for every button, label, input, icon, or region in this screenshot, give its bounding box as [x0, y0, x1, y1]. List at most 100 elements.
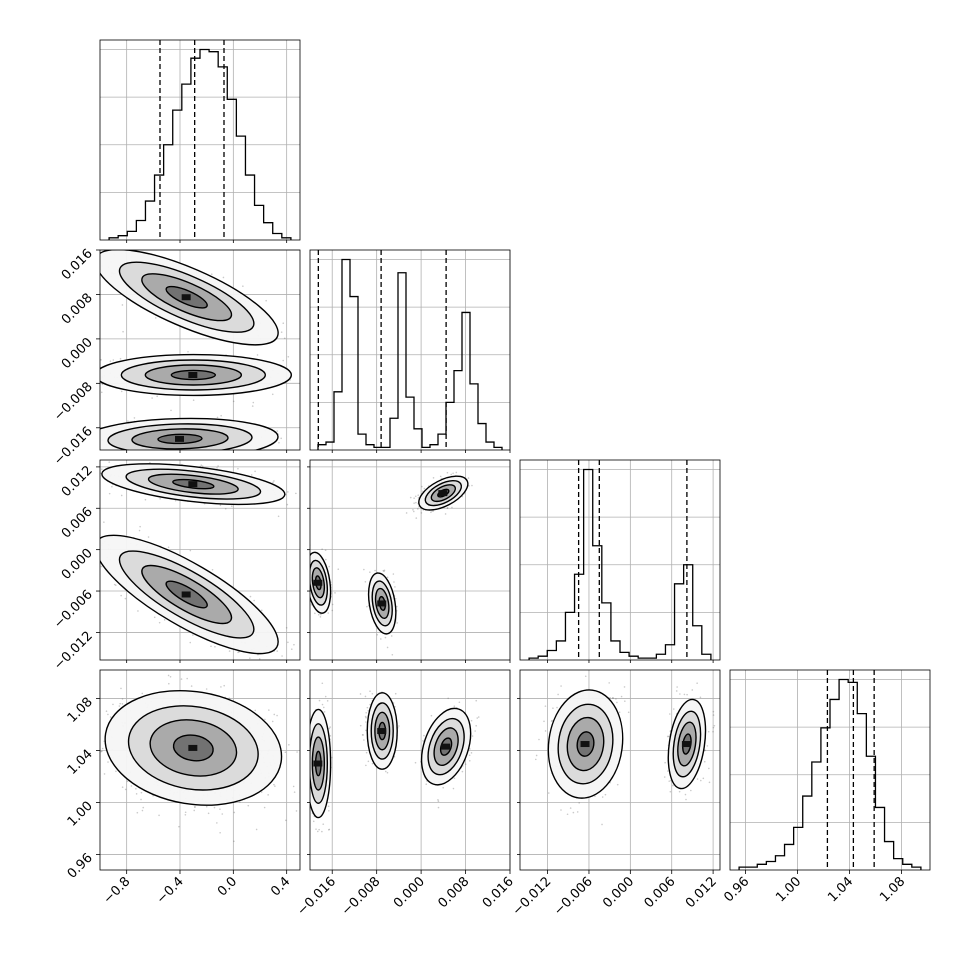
scatter-point: [308, 581, 310, 583]
scatter-point: [260, 609, 263, 612]
density-peak: [175, 435, 184, 442]
scatter-point: [100, 750, 102, 753]
histogram-frame: [309, 249, 511, 451]
scatter-point: [423, 487, 426, 490]
scatter-point: [308, 747, 310, 749]
scatter-point: [192, 399, 195, 401]
scatter-point: [219, 504, 222, 507]
scatter-point: [285, 819, 287, 822]
scatter-point: [321, 682, 324, 685]
scatter-point: [282, 359, 284, 362]
scatter-point: [430, 511, 432, 514]
scatter-point: [101, 383, 104, 386]
scatter-point: [249, 657, 251, 659]
pair-panel-1-0: [67, 248, 326, 456]
scatter-point: [324, 375, 326, 377]
scatter-point: [300, 762, 302, 764]
scatter-point: [202, 454, 204, 456]
scatter-point: [394, 597, 397, 600]
scatter-point: [303, 756, 305, 758]
scatter-point: [213, 806, 216, 809]
scatter-point: [254, 470, 256, 473]
scatter-point: [417, 496, 420, 499]
scatter-point: [263, 806, 266, 809]
scatter-point: [318, 699, 321, 702]
scatter-point: [396, 605, 398, 608]
scatter-point: [180, 678, 183, 680]
scatter-point: [295, 810, 298, 812]
scatter-point: [121, 786, 124, 788]
scatter-point: [71, 729, 73, 731]
scatter-point: [100, 391, 103, 394]
scatter-point: [186, 677, 188, 680]
histogram-panel-0: [99, 39, 301, 241]
scatter-point: [220, 414, 222, 417]
scatter-point: [267, 794, 269, 796]
scatter-point: [319, 616, 322, 618]
scatter-point: [446, 507, 449, 509]
scatter-point: [301, 567, 303, 569]
scatter-point: [144, 451, 146, 453]
scatter-point: [304, 636, 306, 638]
scatter-point: [96, 778, 98, 780]
scatter-point: [189, 451, 191, 453]
scatter-point: [306, 568, 308, 570]
scatter-point: [321, 830, 323, 833]
scatter-point: [219, 808, 221, 810]
scatter-point: [156, 395, 158, 398]
scatter-point: [471, 484, 473, 487]
scatter-point: [446, 507, 449, 509]
scatter-point: [315, 828, 317, 830]
scatter-point: [329, 726, 331, 728]
scatter-point: [446, 471, 449, 474]
scatter-point: [100, 359, 102, 361]
scatter-point: [393, 581, 395, 583]
scatter-point: [421, 485, 423, 488]
scatter-point: [237, 467, 239, 470]
histogram-frame: [99, 39, 301, 241]
scatter-point: [296, 751, 298, 753]
scatter-point: [158, 621, 161, 624]
scatter-point: [159, 497, 161, 500]
scatter-point: [366, 605, 368, 608]
scatter-point: [386, 646, 389, 649]
scatter-point: [146, 451, 148, 453]
scatter-point: [432, 510, 435, 512]
scatter-point: [167, 546, 170, 549]
scatter-point: [50, 771, 52, 773]
scatter-point: [276, 714, 278, 717]
scatter-point: [222, 276, 225, 279]
scatter-point: [278, 441, 280, 444]
scatter-point: [124, 248, 126, 250]
scatter-point: [220, 454, 222, 456]
scatter-point: [237, 651, 239, 654]
scatter-point: [214, 645, 216, 648]
scatter-point: [280, 331, 283, 333]
histogram-step: [108, 48, 292, 240]
scatter-point: [251, 405, 254, 407]
scatter-point: [105, 710, 108, 713]
scatter-point: [199, 451, 201, 453]
scatter-point: [272, 481, 274, 484]
scatter-point: [233, 840, 235, 843]
scatter-point: [194, 452, 196, 454]
scatter-point: [107, 713, 109, 716]
histogram-panel-3: [729, 669, 931, 871]
scatter-point: [224, 507, 227, 510]
scatter-point: [141, 809, 144, 812]
scatter-point: [287, 641, 289, 644]
scatter-point: [321, 376, 323, 378]
scatter-point: [93, 378, 95, 380]
scatter-point: [194, 806, 196, 808]
scatter-point: [328, 829, 330, 831]
scatter-point: [136, 811, 139, 814]
scatter-point: [141, 692, 144, 695]
scatter-point: [444, 513, 447, 515]
scatter-point: [287, 491, 289, 493]
scatter-point: [277, 515, 280, 518]
scatter-point: [121, 304, 124, 306]
scatter-point: [396, 622, 399, 624]
scatter-point: [96, 547, 98, 549]
scatter-point: [101, 750, 103, 752]
scatter-point: [67, 431, 69, 433]
